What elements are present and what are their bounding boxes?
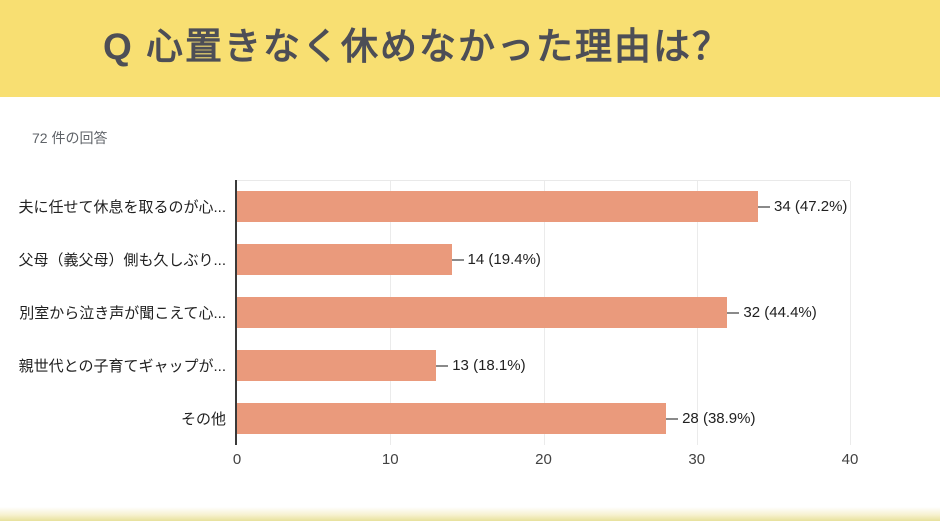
chart-row: 父母（義父母）側も久しぶり... 14 (19.4%) [17, 233, 850, 286]
value-label: 13 (18.1%) [452, 357, 526, 374]
value-connector-line [758, 205, 771, 208]
value-label: 14 (19.4%) [467, 251, 541, 268]
x-tick-label: 20 [535, 451, 552, 468]
bar [237, 403, 667, 434]
bar-track: 34 (47.2%) [237, 180, 850, 233]
value-label: 32 (44.4%) [743, 304, 817, 321]
y-axis-line [235, 180, 237, 445]
chart-row: 夫に任せて休息を取るのが心... 34 (47.2%) [17, 180, 850, 233]
x-tick-label: 30 [688, 451, 706, 468]
chart-row: その他 28 (38.9%) [17, 392, 850, 445]
bar-chart: 夫に任せて休息を取るのが心... 34 (47.2%) 父母（義父母）側も久しぶり.… [17, 180, 859, 471]
x-tick-label: 10 [381, 451, 399, 468]
bar-track: 28 (38.9%) [237, 392, 850, 445]
bar [237, 297, 728, 328]
value-connector-line [666, 417, 679, 420]
bar-track: 32 (44.4%) [237, 286, 850, 339]
chart-row: 親世代との子育てギャップが... 13 (18.1%) [17, 339, 850, 392]
header-banner: Q 心置きなく休めなかった理由は？ [0, 0, 940, 97]
category-label: 親世代との子育てギャップが... [18, 358, 226, 375]
value-connector-line [451, 258, 464, 261]
bar [237, 191, 759, 222]
category-label: その他 [180, 411, 226, 428]
gridline [850, 181, 851, 445]
bar [237, 244, 452, 275]
chart-row: 別室から泣き声が聞こえて心... 32 (44.4%) [17, 286, 850, 339]
value-label: 34 (47.2%) [774, 198, 848, 215]
chart-plot-area: 夫に任せて休息を取るのが心... 34 (47.2%) 父母（義父母）側も久しぶり.… [17, 180, 851, 445]
page-title: Q 心置きなく休めなかった理由は？ [103, 26, 732, 67]
category-label: 父母（義父母）側も久しぶり... [18, 252, 226, 269]
category-label: 夫に任せて休息を取るのが心... [18, 199, 226, 216]
bar [237, 350, 437, 381]
value-connector-line [436, 364, 449, 367]
response-count-label: 72 件の回答 [32, 130, 108, 146]
category-label: 別室から泣き声が聞こえて心... [19, 305, 226, 322]
x-tick-label: 40 [841, 451, 859, 468]
x-axis: 0 10 20 30 40 [233, 445, 859, 471]
bar-track: 14 (19.4%) [237, 233, 850, 286]
value-label: 28 (38.9%) [682, 410, 756, 427]
bottom-accent-band [0, 507, 940, 521]
bar-track: 13 (18.1%) [237, 339, 850, 392]
value-connector-line [727, 311, 740, 314]
x-tick-label: 0 [232, 451, 242, 468]
